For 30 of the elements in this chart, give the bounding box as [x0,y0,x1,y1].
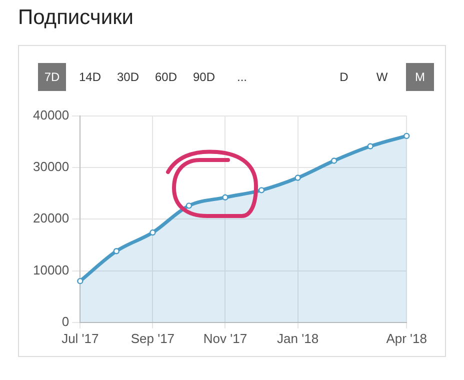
text: 7D [38,63,66,91]
x-tick-label: Apr '18 [386,330,428,346]
text: D [338,69,350,86]
y-tick-label: 0 [62,314,70,329]
text: M [406,63,434,91]
text: 60D [154,69,178,86]
point [222,194,228,201]
point [367,143,374,150]
x-tick-label: Nov '17 [203,330,248,346]
y-tick-label: 20000 [32,210,70,226]
point [258,187,265,194]
point [150,229,156,236]
text: ... [236,69,248,86]
text: 14D [78,69,102,86]
text: 30D [116,69,140,86]
text: 90D [192,69,216,86]
x-tick-label: Sep '17 [130,330,175,346]
chart-title: Подписчики [18,6,134,30]
point [294,174,301,181]
point [330,158,338,164]
x-tick-label: Jan '18 [277,330,319,346]
y-tick-label: 40000 [32,107,70,122]
x-tick-label: Jul '17 [62,330,99,346]
y-tick-label: 10000 [32,262,70,278]
point [404,132,410,140]
point [113,248,120,254]
point [186,202,192,209]
y-tick-label: 30000 [32,159,70,174]
point [77,278,84,284]
text: W [375,69,389,86]
